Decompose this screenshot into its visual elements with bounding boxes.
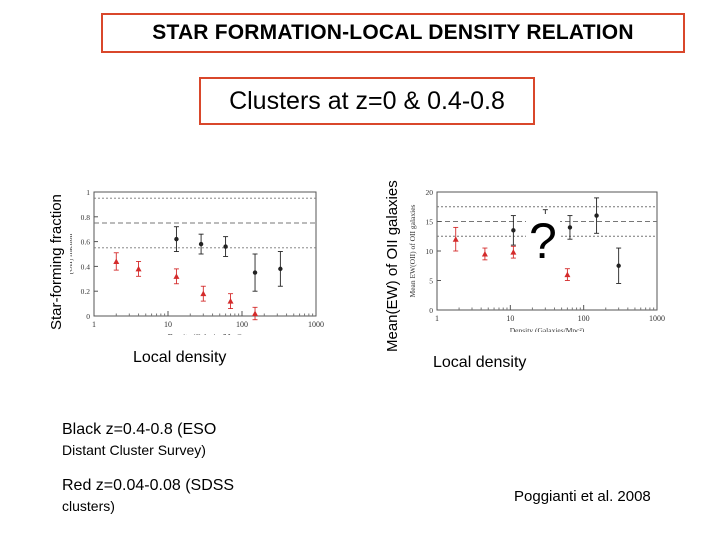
chart-1-ylabel: Mean EW(OII) of OII galaxies — [408, 204, 417, 297]
legend-black-line1: Black z=0.4-0.8 (ESO — [62, 421, 217, 438]
chart-0-point-red — [113, 258, 120, 264]
chart-0-point-red — [252, 310, 259, 317]
right-chart: 1 10 100 1000 0 5 10 15 20 Density (Galaxies/Mpc²… — [408, 188, 665, 332]
chart-0-ytick-label: 0 — [86, 312, 90, 321]
left-chart-xlabel: Local density — [133, 349, 227, 366]
chart-1-point-red — [510, 249, 517, 255]
chart-0-point-red — [135, 265, 142, 272]
chart-0-point-black — [198, 241, 204, 247]
chart-1-ytick-label: 0 — [429, 306, 433, 315]
chart-1-xtick-label: 10 — [506, 314, 514, 323]
legend-red-line2: clusters) — [62, 498, 115, 514]
chart-1-point-red — [564, 271, 571, 278]
slide-title: STAR FORMATION-LOCAL DENSITY RELATION — [101, 13, 685, 53]
chart-0-point-black — [223, 244, 228, 249]
right-chart-xlabel: Local density — [433, 354, 527, 371]
chart-1-ytick-label: 15 — [426, 218, 434, 227]
citation: Poggianti et al. 2008 — [514, 488, 651, 505]
chart-1-xlabel: Density (Galaxies/Mpc²) — [510, 326, 585, 332]
chart-1-point-black — [616, 263, 621, 268]
chart-0-point-red — [200, 290, 207, 297]
chart-0-ytick-label: 0.4 — [81, 262, 91, 271]
chart-0-xtick-label: 1000 — [308, 320, 324, 329]
chart-0-ytick-label: 0.2 — [81, 287, 91, 296]
chart-0-xtick-label: 10 — [164, 320, 172, 329]
chart-0-xtick-label: 100 — [236, 320, 248, 329]
chart-1-point-black — [511, 228, 516, 233]
chart-0-xlabel: Density (Galaxies/Mpc²) — [168, 332, 243, 335]
question-mark: ? — [526, 214, 560, 268]
legend-black-line2: Distant Cluster Survey) — [62, 442, 206, 458]
chart-1-xtick-label: 1000 — [649, 314, 665, 323]
chart-1-xtick-label: 1 — [435, 314, 439, 323]
chart-0-point-black — [174, 236, 179, 242]
chart-0-point-black — [252, 270, 258, 275]
chart-0-ylabel: [OII] fraction — [70, 233, 74, 274]
chart-0-point-red — [173, 273, 180, 279]
chart-0-ytick-label: 0.8 — [81, 213, 91, 222]
chart-1-point-black — [594, 213, 599, 218]
chart-1-point-black — [567, 225, 573, 230]
chart-0-frame — [93, 191, 317, 317]
left-chart: 1 10 100 1000 0 0.2 0.4 0.6 0.8 1 Density (Galaxie… — [70, 188, 324, 335]
chart-1-point-red — [452, 236, 459, 242]
chart-0-ytick-label: 0.6 — [81, 238, 91, 247]
left-chart-ylabel: Star-forming fraction — [48, 194, 65, 330]
chart-1-ytick-label: 20 — [426, 188, 434, 197]
chart-0-point-black — [278, 266, 283, 272]
chart-1-ytick-label: 5 — [429, 277, 433, 286]
chart-1-ytick-label: 10 — [426, 247, 434, 256]
chart-0-xtick-label: 1 — [92, 320, 96, 329]
chart-0-point-red — [227, 298, 234, 304]
chart-1-point-red — [481, 250, 488, 257]
slide-subtitle: Clusters at z=0 & 0.4-0.8 — [199, 77, 535, 125]
chart-0-ytick-label: 1 — [86, 188, 90, 197]
chart-1-xtick-label: 100 — [578, 314, 590, 323]
legend-red-line1: Red z=0.04-0.08 (SDSS — [62, 477, 235, 494]
right-chart-ylabel: Mean(EW) of OII galaxies — [384, 180, 401, 352]
